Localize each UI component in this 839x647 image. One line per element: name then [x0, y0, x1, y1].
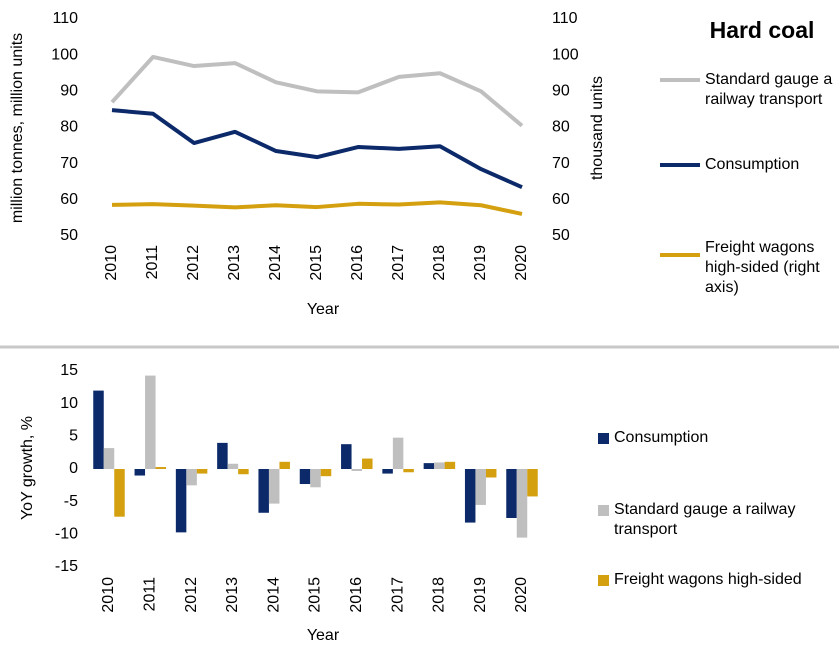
x-tick-label: 2016 — [348, 577, 365, 613]
bar — [516, 469, 528, 538]
bar — [299, 469, 311, 485]
bar — [403, 469, 414, 473]
x-tick-label: 2019 — [472, 245, 489, 281]
line-series — [111, 108, 523, 190]
bar — [196, 469, 208, 474]
bar — [175, 469, 187, 533]
x-tick-label: 2017 — [390, 245, 407, 281]
x-tick-label: 2014 — [267, 245, 284, 281]
bar — [506, 469, 517, 518]
y2-tick-label: 110 — [552, 10, 578, 27]
bar — [475, 469, 486, 505]
y-tick-label: 0 — [69, 460, 78, 477]
y-axis-title: million tonnes, million units — [9, 33, 26, 223]
y-tick-label: 110 — [52, 10, 78, 27]
bar — [145, 375, 156, 469]
bar — [464, 469, 476, 523]
legend-label: Standard gauge a railway transport — [705, 71, 833, 108]
y2-axis-title: thousand units — [589, 76, 606, 180]
bar — [258, 469, 269, 513]
x-tick-label: 2010 — [103, 245, 120, 281]
x-tick-label: 2014 — [265, 577, 282, 613]
x-tick-label: 2016 — [349, 245, 366, 281]
bar — [103, 448, 115, 469]
legend-label: Freight wagons high-sided (right axis) — [705, 239, 820, 296]
y-tick-label: -10 — [55, 526, 78, 543]
x-tick-label: 2020 — [513, 245, 530, 281]
line-series — [110, 54, 524, 128]
bar — [392, 437, 404, 469]
bar — [238, 469, 249, 475]
y-tick-label: 50 — [60, 227, 78, 244]
x-axis-title: Year — [307, 627, 340, 644]
y2-tick-label: 70 — [552, 155, 570, 172]
legend-swatch — [598, 505, 609, 516]
legend-swatch — [598, 575, 609, 586]
bar — [310, 469, 321, 488]
x-tick-label: 2015 — [308, 245, 325, 281]
x-tick-label: 2019 — [472, 577, 489, 613]
legend-label: Freight wagons high-sided — [614, 571, 802, 588]
x-tick-label: 2020 — [513, 577, 530, 613]
x-tick-label: 2012 — [185, 245, 202, 281]
bar — [351, 469, 363, 471]
legend-label: Standard gauge a railway transport — [614, 501, 796, 538]
line-series — [111, 200, 523, 216]
y-tick-label: 70 — [60, 155, 78, 172]
chart-title: Hard coal — [710, 17, 815, 43]
y-tick-label: 10 — [60, 395, 78, 412]
y2-tick-label: 60 — [552, 191, 570, 208]
bar — [155, 467, 167, 469]
x-tick-label: 2010 — [100, 577, 117, 613]
y-tick-label: -15 — [55, 558, 78, 575]
x-tick-label: 2013 — [224, 577, 241, 613]
bar — [527, 469, 538, 497]
bar — [186, 469, 197, 486]
y-tick-label: 5 — [69, 428, 78, 445]
y2-tick-label: 80 — [552, 119, 570, 136]
y-tick-label: 80 — [60, 119, 78, 136]
y-tick-label: 60 — [60, 191, 78, 208]
y2-tick-label: 50 — [552, 227, 570, 244]
x-tick-label: 2018 — [431, 245, 448, 281]
bar — [434, 462, 445, 469]
x-tick-label: 2017 — [389, 577, 406, 613]
x-tick-label: 2018 — [431, 577, 448, 613]
y-axis-title: YoY growth, % — [19, 416, 36, 520]
x-tick-label: 2012 — [183, 577, 200, 613]
bar — [268, 469, 280, 504]
bar — [114, 469, 125, 517]
x-tick-label: 2011 — [144, 245, 161, 280]
x-tick-label: 2015 — [307, 577, 324, 613]
bar — [93, 390, 104, 469]
legend-swatch — [598, 433, 609, 444]
bar — [341, 444, 352, 469]
x-axis-title: Year — [307, 301, 340, 318]
legend-label: Consumption — [614, 429, 709, 446]
y-tick-label: 100 — [51, 46, 78, 63]
bar — [227, 463, 239, 469]
bar — [485, 469, 497, 478]
bar — [217, 442, 228, 469]
x-tick-label: 2013 — [226, 245, 243, 281]
y-tick-label: 90 — [60, 83, 78, 100]
bar — [279, 461, 290, 469]
y-tick-label: 15 — [60, 362, 78, 379]
bar — [382, 469, 393, 474]
bar — [423, 463, 435, 469]
legend-label: Consumption — [705, 156, 800, 173]
y2-tick-label: 90 — [552, 83, 570, 100]
y-tick-label: -5 — [64, 493, 78, 510]
x-tick-label: 2011 — [142, 577, 159, 612]
y2-tick-label: 100 — [552, 46, 579, 63]
bar — [320, 469, 332, 477]
bar — [444, 461, 456, 469]
bar — [134, 469, 146, 476]
bar — [362, 458, 373, 469]
